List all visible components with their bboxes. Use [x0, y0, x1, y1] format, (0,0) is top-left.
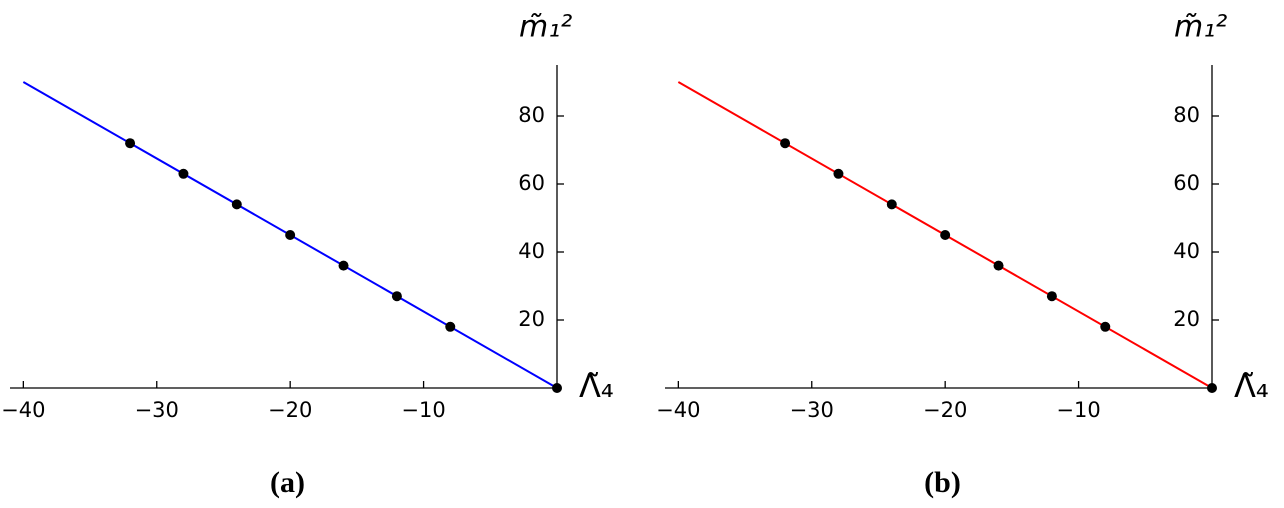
caption: (b) — [924, 466, 961, 499]
point — [552, 383, 562, 393]
y-axis-label: m̃₁² — [1174, 10, 1227, 45]
x-axis-label: Λ̃₄ — [1234, 367, 1269, 405]
y-tick-label: 40 — [1173, 239, 1200, 263]
y-tick-label: 20 — [518, 307, 545, 331]
point — [285, 230, 296, 240]
x-tick-label: −10 — [1056, 398, 1100, 422]
point — [178, 168, 189, 179]
x-tick-label: −20 — [923, 398, 967, 422]
x-tick-label: −40 — [656, 398, 700, 422]
x-axis-label: Λ̃₄ — [579, 367, 614, 405]
point — [780, 138, 791, 149]
point — [940, 230, 951, 240]
point — [886, 199, 897, 210]
point — [833, 168, 844, 179]
x-tick-label: −30 — [135, 398, 179, 422]
point — [231, 199, 242, 210]
y-tick-label: 40 — [518, 239, 545, 263]
point — [993, 260, 1004, 271]
point — [1207, 383, 1217, 393]
y-tick-label: 60 — [1173, 171, 1200, 195]
x-tick-label: −10 — [401, 398, 445, 422]
point — [445, 321, 456, 332]
point — [1046, 291, 1057, 302]
point — [125, 138, 136, 149]
x-tick-label: −20 — [268, 398, 312, 422]
point — [338, 260, 349, 271]
y-tick-label: 20 — [1173, 307, 1200, 331]
y-tick-label: 80 — [518, 103, 545, 127]
x-tick-label: −40 — [1, 398, 45, 422]
x-tick-label: −30 — [790, 398, 834, 422]
y-axis-label: m̃₁² — [519, 10, 572, 45]
point — [1100, 321, 1111, 332]
y-tick-label: 80 — [1173, 103, 1200, 127]
point — [391, 291, 402, 302]
y-tick-label: 60 — [518, 171, 545, 195]
caption: (a) — [270, 466, 305, 499]
